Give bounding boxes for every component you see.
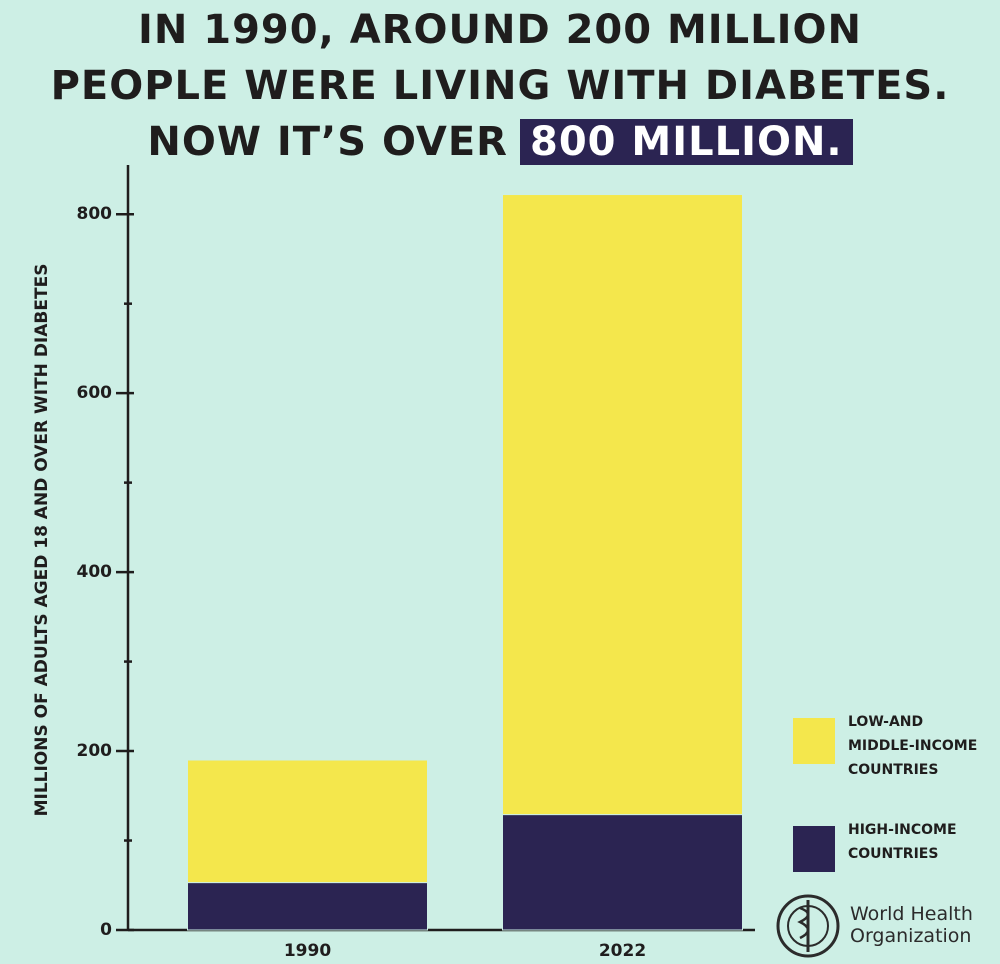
bar-segment — [502, 814, 743, 931]
bar-segment — [502, 194, 743, 816]
bar-segment — [187, 759, 428, 884]
y-tick-label: 600 — [77, 383, 113, 403]
x-tick-label: 1990 — [284, 941, 331, 961]
y-tick-label: 200 — [77, 741, 113, 761]
bar-segment — [187, 882, 428, 931]
legend-label: HIGH-INCOME COUNTRIES — [848, 822, 957, 862]
legend-swatch — [793, 718, 835, 764]
title-line: IN 1990, AROUND 200 MILLION — [137, 7, 863, 53]
y-tick-label: 400 — [77, 562, 113, 582]
logo-emblem — [797, 906, 810, 940]
title-line: NOW IT’S OVER — [147, 119, 508, 165]
title-line: NOW IT’S OVER 800 MILLION. — [0, 114, 1000, 170]
legend-swatch — [793, 826, 835, 872]
y-axis-label: MILLIONS OF ADULTS AGED 18 AND OVER WITH… — [32, 264, 52, 817]
title-line: PEOPLE WERE LIVING WITH DIABETES. — [50, 63, 950, 109]
logo-text: World Health Organization — [850, 903, 973, 947]
legend-label: LOW-AND MIDDLE-INCOME COUNTRIES — [848, 714, 978, 778]
y-tick-label: 0 — [100, 920, 112, 940]
y-tick-label: 800 — [77, 204, 113, 224]
title-highlight: 800 MILLION. — [519, 119, 853, 165]
logo-line: World Health — [850, 903, 973, 925]
title: IN 1990, AROUND 200 MILLION PEOPLE WERE … — [0, 0, 1000, 170]
logo-line: Organization — [850, 925, 972, 947]
x-tick-label: 2022 — [599, 941, 646, 961]
logo-emblem — [776, 894, 840, 958]
